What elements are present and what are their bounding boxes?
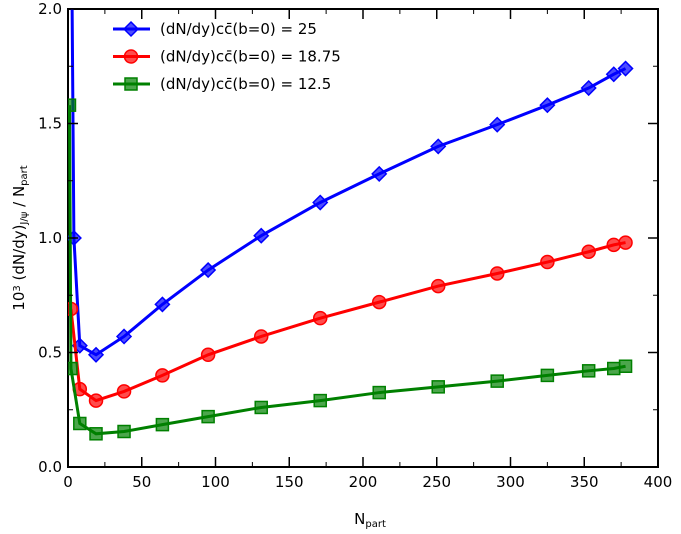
marker — [540, 254, 555, 270]
label-part: / N — [10, 186, 28, 212]
marker — [372, 385, 386, 400]
marker — [617, 60, 634, 77]
label-part: N — [354, 510, 365, 528]
marker — [155, 417, 170, 432]
x-tick-label: 350 — [570, 473, 599, 491]
x-tick-label: 100 — [201, 473, 230, 491]
marker — [312, 310, 328, 326]
marker — [618, 359, 633, 373]
marker — [489, 116, 506, 133]
marker — [68, 98, 77, 112]
marker — [313, 393, 327, 408]
marker — [580, 79, 597, 97]
label-part: 10 — [10, 292, 28, 311]
x-tick-label: 400 — [644, 473, 673, 491]
x-tick-label: 0 — [63, 473, 73, 491]
label-part: 3 — [12, 285, 23, 291]
marker — [371, 294, 387, 310]
marker — [253, 227, 270, 244]
plot-frame — [67, 8, 659, 468]
label-part: part — [365, 519, 386, 530]
marker — [430, 278, 446, 294]
label-part: (dN/dy) — [10, 225, 28, 286]
marker — [430, 138, 447, 155]
marker — [581, 244, 596, 259]
marker — [116, 384, 132, 399]
marker — [89, 427, 103, 441]
marker — [618, 235, 633, 250]
marker — [200, 347, 216, 363]
plot-area — [68, 9, 634, 441]
legend-marker — [122, 20, 140, 38]
marker — [87, 346, 105, 363]
legend-marker — [123, 49, 139, 64]
marker — [431, 380, 445, 394]
marker — [154, 296, 171, 313]
series-line — [68, 105, 626, 436]
marker — [115, 328, 133, 345]
marker — [371, 165, 388, 182]
legend-label: (dN/dy)cc̄(b=0) = 18.75 — [160, 48, 341, 66]
marker — [606, 237, 621, 253]
marker — [607, 361, 621, 376]
marker — [490, 374, 504, 388]
label-part: part — [19, 165, 30, 186]
marker — [539, 97, 556, 114]
marker — [73, 416, 87, 431]
marker — [117, 424, 131, 439]
y-tick-label: 1.0 — [38, 229, 62, 247]
marker — [68, 361, 78, 376]
x-tick-label: 200 — [349, 473, 378, 491]
x-tick-label: 300 — [496, 473, 525, 491]
marker — [254, 400, 268, 415]
x-axis-label: Npart — [354, 510, 386, 530]
marker — [200, 261, 217, 279]
x-tick-label: 50 — [132, 473, 151, 491]
label-part: J/ψ — [19, 211, 30, 225]
x-tick-label: 150 — [275, 473, 304, 491]
y-axis-label: 103 (dN/dy)J/ψ / Npart — [10, 165, 30, 310]
y-tick-label: 0.0 — [38, 458, 62, 476]
x-tick-label: 250 — [422, 473, 451, 491]
marker — [201, 409, 215, 424]
legend-label: (dN/dy)cc̄(b=0) = 12.5 — [160, 75, 331, 93]
marker — [88, 393, 104, 408]
series-line — [70, 9, 627, 357]
y-tick-label: 1.5 — [38, 115, 62, 133]
marker — [540, 368, 555, 383]
legend-marker — [124, 77, 138, 91]
marker — [253, 329, 269, 344]
marker — [489, 266, 505, 281]
marker — [312, 194, 329, 211]
legend-label: (dN/dy)cc̄(b=0) = 25 — [160, 20, 317, 38]
y-tick-label: 0.5 — [38, 344, 62, 362]
marker — [155, 368, 170, 383]
y-tick-label: 2.0 — [38, 0, 62, 18]
marker — [605, 66, 622, 83]
marker — [581, 364, 596, 378]
